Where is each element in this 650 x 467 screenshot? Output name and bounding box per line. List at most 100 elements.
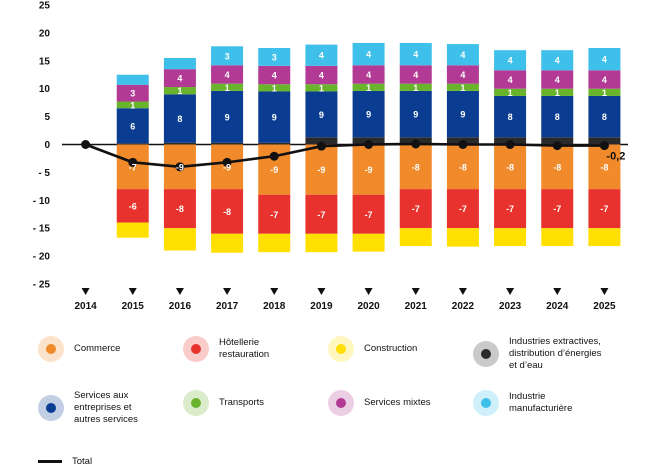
legend-item: Services mixtes bbox=[328, 390, 431, 416]
y-tick-label: 0 bbox=[44, 140, 50, 151]
y-tick-label: - 10 bbox=[33, 196, 51, 207]
bar-segment bbox=[116, 222, 149, 238]
x-tick-marker bbox=[81, 288, 90, 295]
data-label: -7 bbox=[459, 204, 467, 214]
bar-segment bbox=[258, 233, 291, 253]
bar-segment bbox=[399, 42, 432, 66]
legend-item: Construction bbox=[328, 336, 417, 362]
legend-dot-icon bbox=[38, 336, 64, 362]
data-label: 4 bbox=[225, 70, 230, 80]
data-label: 1 bbox=[319, 83, 324, 93]
bar-segment bbox=[494, 50, 527, 71]
data-label: 4 bbox=[413, 50, 418, 60]
total-point bbox=[128, 157, 138, 167]
legend-dot-icon bbox=[183, 336, 209, 362]
x-tick-marker bbox=[411, 288, 420, 295]
legend-item: Industrie manufacturière bbox=[473, 390, 572, 416]
total-point bbox=[505, 140, 515, 149]
data-label: -8 bbox=[176, 204, 184, 214]
data-label: 6 bbox=[130, 121, 135, 131]
bar-segment bbox=[352, 144, 385, 195]
data-label: -8 bbox=[553, 162, 561, 172]
data-label: -8 bbox=[506, 162, 514, 172]
x-tick-label: 2016 bbox=[169, 301, 192, 312]
data-label: 1 bbox=[272, 83, 277, 93]
bar-segment bbox=[258, 47, 291, 66]
bar-segment bbox=[116, 84, 149, 102]
bar-segment bbox=[446, 144, 479, 190]
bar-segment bbox=[116, 189, 149, 223]
y-tick-label: 25 bbox=[39, 1, 51, 12]
legend-label: Commerce bbox=[74, 343, 121, 354]
bar-segment bbox=[305, 194, 338, 234]
x-tick-marker bbox=[270, 288, 279, 295]
legend-item: Commerce bbox=[38, 336, 120, 362]
bar-segment bbox=[399, 228, 432, 247]
bar-segment bbox=[541, 144, 574, 190]
bar-segment bbox=[541, 88, 574, 96]
legend-label: Services mixtes bbox=[364, 397, 431, 408]
data-label: 3 bbox=[130, 89, 135, 99]
data-label: -9 bbox=[176, 162, 184, 172]
data-label: 1 bbox=[555, 88, 560, 98]
data-label: -7 bbox=[365, 210, 373, 220]
bar-segment bbox=[305, 65, 338, 85]
bar-segment bbox=[116, 74, 149, 85]
total-point bbox=[222, 157, 232, 167]
x-tick-label: 2014 bbox=[74, 301, 97, 312]
bar-segment bbox=[163, 69, 196, 88]
data-label: -8 bbox=[412, 162, 420, 172]
bar-segment bbox=[399, 144, 432, 190]
bar-segment bbox=[163, 94, 196, 143]
bar-segment bbox=[211, 142, 244, 145]
legend-dot-icon bbox=[183, 390, 209, 416]
x-tick-marker bbox=[128, 288, 137, 295]
bar-segment bbox=[352, 83, 385, 91]
bar-segment bbox=[211, 233, 244, 253]
legend-label: Industries extractives, distribution d’é… bbox=[509, 336, 602, 371]
bar-segment bbox=[163, 142, 196, 145]
bar-segment bbox=[541, 70, 574, 89]
x-tick-label: 2018 bbox=[263, 301, 286, 312]
bar-segment bbox=[305, 137, 338, 145]
total-line-swatch bbox=[38, 460, 62, 463]
bar-segment bbox=[258, 194, 291, 234]
total-point bbox=[316, 141, 326, 151]
bar-segment bbox=[163, 58, 196, 70]
bar-segment bbox=[446, 90, 479, 138]
bar-segment bbox=[588, 95, 621, 138]
data-label: -8 bbox=[600, 162, 608, 172]
data-label: 4 bbox=[508, 75, 513, 85]
bar-segment bbox=[352, 42, 385, 66]
data-label: -7 bbox=[270, 210, 278, 220]
total-line: -0,2 bbox=[81, 139, 625, 172]
data-label: -7 bbox=[317, 210, 325, 220]
bar-segment bbox=[211, 65, 244, 84]
bar-segment bbox=[588, 47, 621, 71]
bar-segment bbox=[541, 189, 574, 229]
legend-item: Industries extractives, distribution d’é… bbox=[473, 336, 601, 372]
bar-segment bbox=[541, 137, 574, 145]
data-label: 1 bbox=[225, 83, 230, 93]
data-label: 4 bbox=[272, 71, 277, 81]
x-tick-label: 2024 bbox=[546, 301, 569, 312]
data-label: -7 bbox=[553, 204, 561, 214]
legend-item: Transports bbox=[183, 390, 264, 416]
data-label: 3 bbox=[225, 51, 230, 61]
y-tick-label: - 20 bbox=[33, 252, 51, 263]
bar-segment bbox=[211, 90, 244, 143]
x-tick-label: 2025 bbox=[593, 301, 616, 312]
bar-segment bbox=[163, 189, 196, 229]
x-tick-label: 2019 bbox=[310, 301, 333, 312]
bar-segment bbox=[399, 189, 432, 229]
data-label: 8 bbox=[508, 112, 513, 122]
data-label: 1 bbox=[177, 86, 182, 96]
x-tick-label: 2017 bbox=[216, 301, 239, 312]
bar-segment bbox=[446, 44, 479, 66]
legend-dot-icon bbox=[328, 390, 354, 416]
bar-segment bbox=[541, 228, 574, 247]
bar-segment bbox=[494, 228, 527, 247]
x-tick-label: 2020 bbox=[357, 301, 380, 312]
legend-label: Transports bbox=[219, 397, 265, 408]
bar-segment bbox=[494, 189, 527, 229]
